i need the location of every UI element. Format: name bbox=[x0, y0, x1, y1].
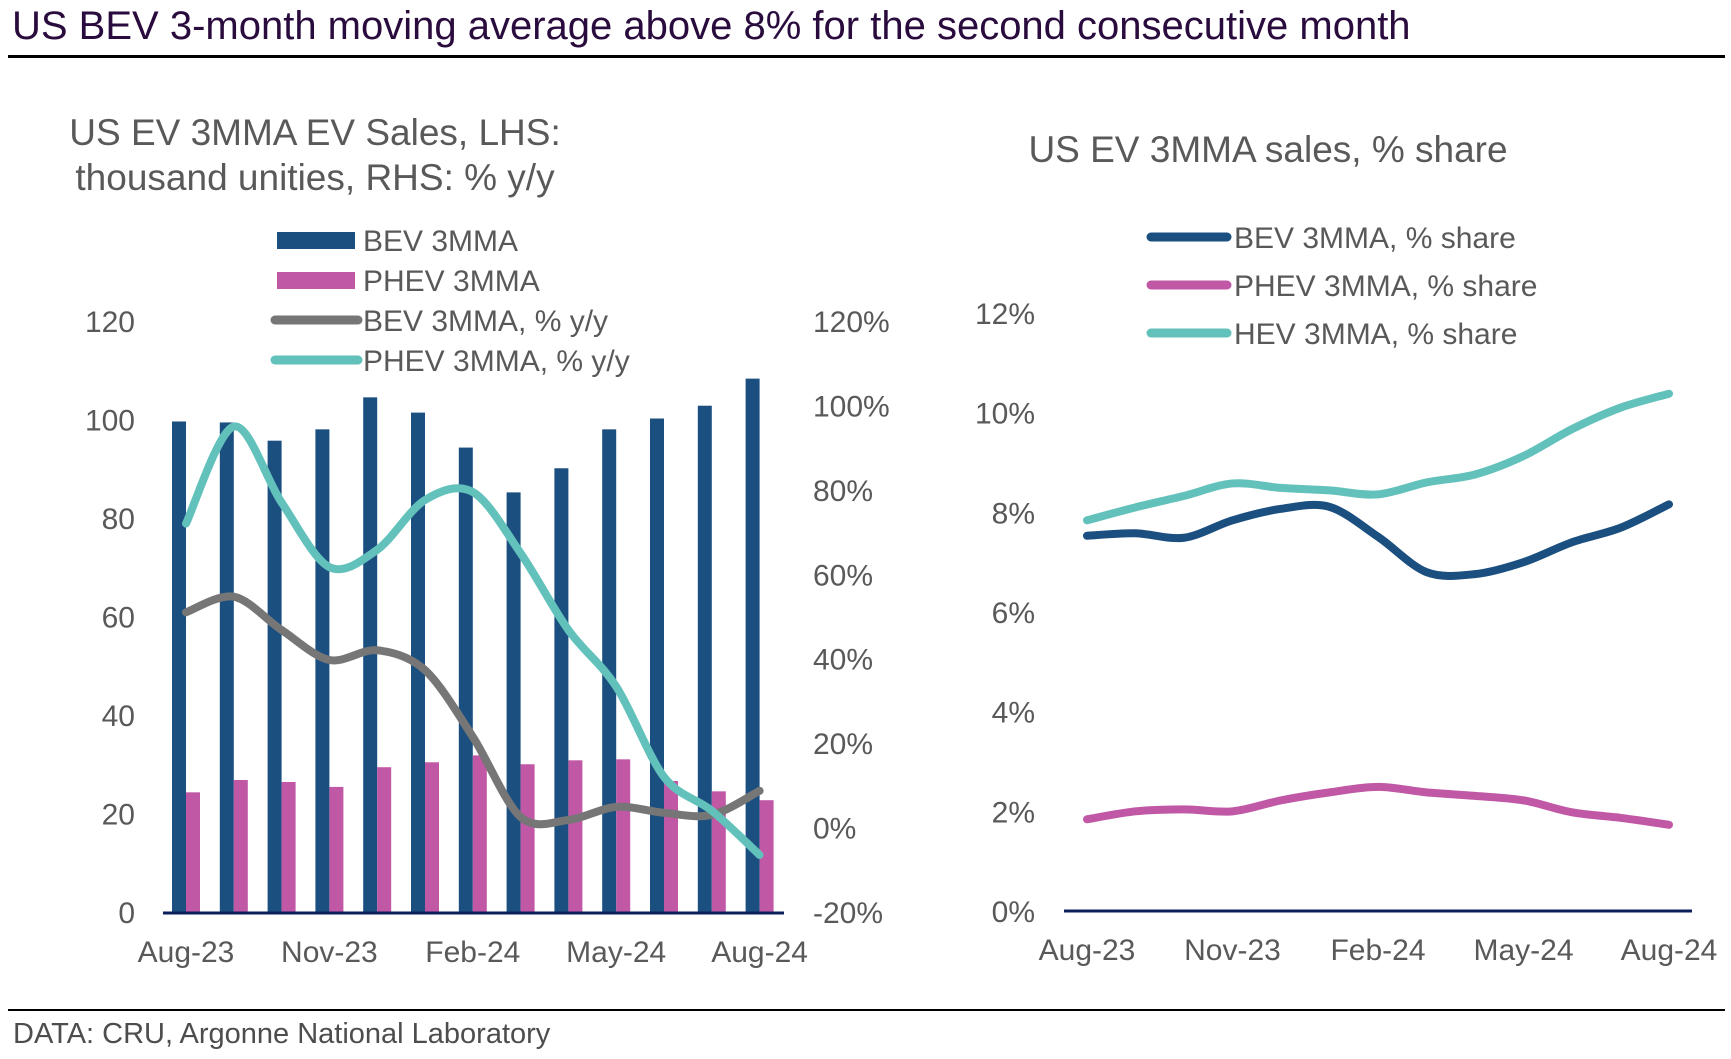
right-chart-x-tick-label: Aug-23 bbox=[1039, 934, 1136, 967]
right-y-tick-label: 60% bbox=[813, 559, 873, 592]
legend-label: PHEV 3MMA bbox=[363, 265, 540, 298]
left-chart-legend: BEV 3MMA PHEV 3MMA BEV 3MMA, % y/y PHEV 3MM… bbox=[270, 225, 630, 378]
phev-share-line bbox=[1083, 782, 1673, 829]
bev-bar bbox=[554, 468, 569, 912]
phev-bar bbox=[425, 762, 439, 912]
page-headline: US BEV 3-month moving average above 8% f… bbox=[12, 4, 1411, 48]
legend-label: HEV 3MMA, % share bbox=[1234, 318, 1517, 351]
bev-bar bbox=[650, 418, 664, 912]
phev-bar bbox=[520, 764, 535, 912]
left-x-tick-label: May-24 bbox=[566, 936, 666, 969]
phev-bar bbox=[186, 792, 200, 912]
right-chart-x-tick-label: Feb-24 bbox=[1330, 934, 1425, 967]
left-chart: US EV 3MMA EV Sales, LHS: thousand uniti… bbox=[69, 112, 889, 969]
legend-swatch bbox=[277, 272, 355, 289]
right-chart-y-tick-label: 2% bbox=[992, 796, 1035, 829]
left-y-tick-label: 20 bbox=[102, 799, 135, 832]
right-y-tick-label: -20% bbox=[813, 897, 883, 930]
left-y-tick-label: 120 bbox=[85, 306, 135, 339]
legend-label: PHEV 3MMA, % y/y bbox=[363, 345, 630, 378]
hev-share-line bbox=[1083, 389, 1673, 525]
bev-bar bbox=[267, 440, 282, 912]
bev-share-line bbox=[1083, 500, 1673, 580]
right-chart-x-tick-label: Aug-24 bbox=[1621, 934, 1718, 967]
left-x-tick-label: Aug-23 bbox=[138, 936, 235, 969]
left-x-axis: Aug-23 Nov-23 Feb-24 May-24 Aug-24 bbox=[138, 936, 808, 969]
phev-bar bbox=[281, 781, 296, 912]
phev-bar bbox=[472, 755, 487, 912]
right-chart-y-tick-label: 0% bbox=[992, 896, 1035, 929]
right-chart-y-tick-label: 6% bbox=[992, 597, 1035, 630]
left-chart-title-line-2: thousand unities, RHS: % y/y bbox=[75, 157, 555, 198]
phev-yy-line bbox=[182, 422, 764, 860]
left-y-axis: 0 20 40 60 80 100 120 bbox=[85, 306, 135, 930]
legend-label: BEV 3MMA, % share bbox=[1234, 222, 1516, 255]
right-chart-legend: BEV 3MMA, % share PHEV 3MMA, % share HEV 3… bbox=[1146, 222, 1537, 351]
bottom-divider bbox=[8, 1009, 1725, 1011]
right-chart-y-tick-label: 8% bbox=[992, 497, 1035, 530]
source-note: DATA: CRU, Argonne National Laboratory bbox=[13, 1018, 551, 1050]
legend-label: BEV 3MMA, % y/y bbox=[363, 305, 608, 338]
left-x-tick-label: Nov-23 bbox=[281, 936, 378, 969]
right-chart-y-tick-label: 4% bbox=[992, 697, 1035, 730]
left-y-tick-label: 0 bbox=[118, 897, 135, 930]
bev-bar bbox=[219, 422, 234, 912]
right-chart-lines bbox=[1083, 389, 1673, 829]
right-y-tick-label: 100% bbox=[813, 390, 890, 423]
bev-yy-line bbox=[182, 592, 764, 829]
left-lines bbox=[182, 422, 764, 860]
legend-label: PHEV 3MMA, % share bbox=[1234, 270, 1537, 303]
right-chart-title: US EV 3MMA sales, % share bbox=[1028, 129, 1507, 170]
top-divider bbox=[8, 55, 1725, 58]
right-y-tick-label: 40% bbox=[813, 644, 873, 677]
phev-bar bbox=[329, 786, 344, 912]
right-y-tick-label: 0% bbox=[813, 813, 856, 846]
phev-bar bbox=[233, 780, 248, 912]
left-y-tick-label: 40 bbox=[102, 700, 135, 733]
right-chart: US EV 3MMA sales, % share BEV 3MMA, % sh… bbox=[975, 129, 1717, 967]
right-chart-y-tick-label: 10% bbox=[975, 398, 1035, 431]
bev-bar bbox=[745, 378, 760, 912]
bev-bar bbox=[172, 421, 186, 912]
bev-bar bbox=[458, 447, 473, 912]
right-y-tick-label: 20% bbox=[813, 728, 873, 761]
phev-bar bbox=[568, 760, 583, 912]
left-y-tick-label: 80 bbox=[102, 503, 135, 536]
right-chart-x-tick-label: Nov-23 bbox=[1184, 934, 1281, 967]
left-x-tick-label: Aug-24 bbox=[711, 936, 808, 969]
left-x-tick-label: Feb-24 bbox=[425, 936, 520, 969]
right-y-axis: -20% 0% 20% 40% 60% 80% 100% 120% bbox=[813, 306, 890, 930]
right-chart-x-tick-label: May-24 bbox=[1473, 934, 1573, 967]
left-y-tick-label: 100 bbox=[85, 405, 135, 438]
phev-bar bbox=[616, 759, 631, 912]
bev-bar bbox=[315, 429, 330, 912]
right-chart-y-tick-label: 12% bbox=[975, 298, 1035, 331]
right-chart-x-axis: Aug-23 Nov-23 Feb-24 May-24 Aug-24 bbox=[1039, 934, 1718, 967]
legend-swatch bbox=[277, 232, 355, 249]
left-chart-title-line-1: US EV 3MMA EV Sales, LHS: bbox=[69, 112, 560, 153]
bev-bar bbox=[697, 405, 712, 912]
legend-label: BEV 3MMA bbox=[363, 225, 518, 258]
right-y-tick-label: 120% bbox=[813, 306, 890, 339]
right-y-tick-label: 80% bbox=[813, 475, 873, 508]
phev-bar bbox=[759, 800, 774, 912]
left-y-tick-label: 60 bbox=[102, 602, 135, 635]
phev-bar bbox=[664, 780, 678, 912]
right-chart-y-axis: 0% 2% 4% 6% 8% 10% 12% bbox=[975, 298, 1035, 929]
phev-bar bbox=[377, 767, 392, 912]
